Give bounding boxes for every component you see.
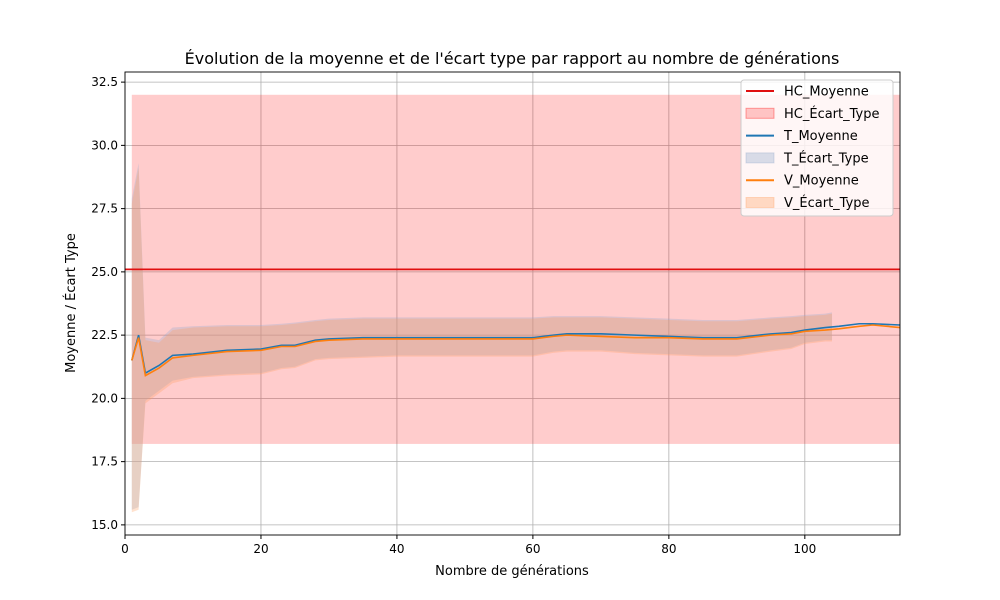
y-tick-label: 25.0 [91,265,118,279]
legend-label: T_Écart_Type [783,150,869,166]
y-axis-label: Moyenne / Écart Type [63,233,79,373]
legend-swatch-band [745,107,775,119]
x-tick-label: 100 [793,542,816,556]
legend-label: T_Moyenne [783,129,858,144]
y-tick-label: 15.0 [91,518,118,532]
y-tick-label: 32.5 [91,75,118,89]
x-tick-label: 0 [121,542,129,556]
x-tick-label: 60 [525,542,540,556]
y-tick-label: 20.0 [91,391,118,405]
y-tick-label: 27.5 [91,202,118,216]
chart-title: Évolution de la moyenne et de l'écart ty… [185,49,840,68]
legend-swatch-band [745,152,775,164]
legend-box [740,79,894,217]
legend: HC_Moyenne HC_Écart_Type T_Moyenne T_Écart_… [740,79,894,217]
v-std-band [131,168,833,513]
y-tick-label: 17.5 [91,455,118,469]
legend-label: HC_Écart_Type [784,106,879,122]
plot-frame [124,71,901,536]
v-mean-line [131,324,900,377]
t-std-band [131,163,833,510]
x-axis-label: Nombre de générations [435,564,589,579]
x-tick-label: 80 [661,542,676,556]
y-tick-label: 22.5 [91,328,118,342]
x-tick-label: 20 [253,542,268,556]
legend-label: V_Moyenne [784,174,859,189]
legend-label: V_Écart_Type [784,195,870,211]
legend-swatch-band [745,197,775,208]
x-tick-label: 40 [389,542,404,556]
t-mean-line [131,322,900,375]
y-tick-label: 30.0 [91,138,118,152]
legend-label: HC_Moyenne [784,85,869,100]
